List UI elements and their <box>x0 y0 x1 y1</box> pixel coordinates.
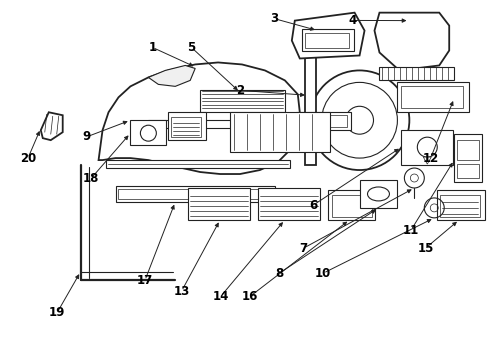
Bar <box>305 32 348 48</box>
Text: 16: 16 <box>242 290 258 303</box>
Polygon shape <box>148 66 195 86</box>
Text: 8: 8 <box>275 267 283 280</box>
Bar <box>172 117 201 137</box>
Text: 2: 2 <box>236 84 244 97</box>
Bar <box>188 188 250 220</box>
Bar <box>440 195 480 217</box>
Polygon shape <box>292 13 365 58</box>
Bar <box>401 130 453 165</box>
Polygon shape <box>374 13 449 71</box>
Bar <box>360 180 397 208</box>
Polygon shape <box>379 67 454 80</box>
Text: 19: 19 <box>49 306 65 319</box>
Bar <box>302 28 354 50</box>
Text: 7: 7 <box>299 242 308 255</box>
Bar <box>168 112 206 140</box>
Bar <box>258 188 319 220</box>
Bar <box>437 190 485 220</box>
Bar <box>130 120 166 145</box>
Text: 9: 9 <box>82 130 91 144</box>
Bar <box>230 112 330 152</box>
Polygon shape <box>41 112 63 140</box>
Text: 20: 20 <box>20 152 36 165</box>
Text: 5: 5 <box>187 41 196 54</box>
Text: 13: 13 <box>173 285 190 298</box>
Text: 17: 17 <box>137 274 153 287</box>
Bar <box>397 82 469 112</box>
Bar <box>116 186 275 202</box>
Polygon shape <box>305 50 316 165</box>
Polygon shape <box>105 160 290 168</box>
Text: 10: 10 <box>315 267 331 280</box>
Text: 12: 12 <box>422 152 439 165</box>
Bar <box>454 134 482 182</box>
Bar <box>296 112 350 130</box>
Polygon shape <box>148 120 295 128</box>
Bar <box>299 115 346 127</box>
Text: 15: 15 <box>417 242 434 255</box>
Bar <box>401 86 463 108</box>
Text: 18: 18 <box>83 172 99 185</box>
Bar <box>328 190 375 220</box>
Text: 11: 11 <box>403 224 419 237</box>
Polygon shape <box>423 157 431 164</box>
Polygon shape <box>98 62 300 174</box>
Bar <box>332 195 371 217</box>
Text: 14: 14 <box>212 290 229 303</box>
Text: 4: 4 <box>348 14 357 27</box>
Bar <box>457 164 479 178</box>
Polygon shape <box>200 90 285 112</box>
Bar <box>119 189 271 199</box>
Bar <box>457 140 479 160</box>
Text: 3: 3 <box>270 12 278 25</box>
Text: 1: 1 <box>148 41 156 54</box>
Text: 6: 6 <box>309 199 318 212</box>
